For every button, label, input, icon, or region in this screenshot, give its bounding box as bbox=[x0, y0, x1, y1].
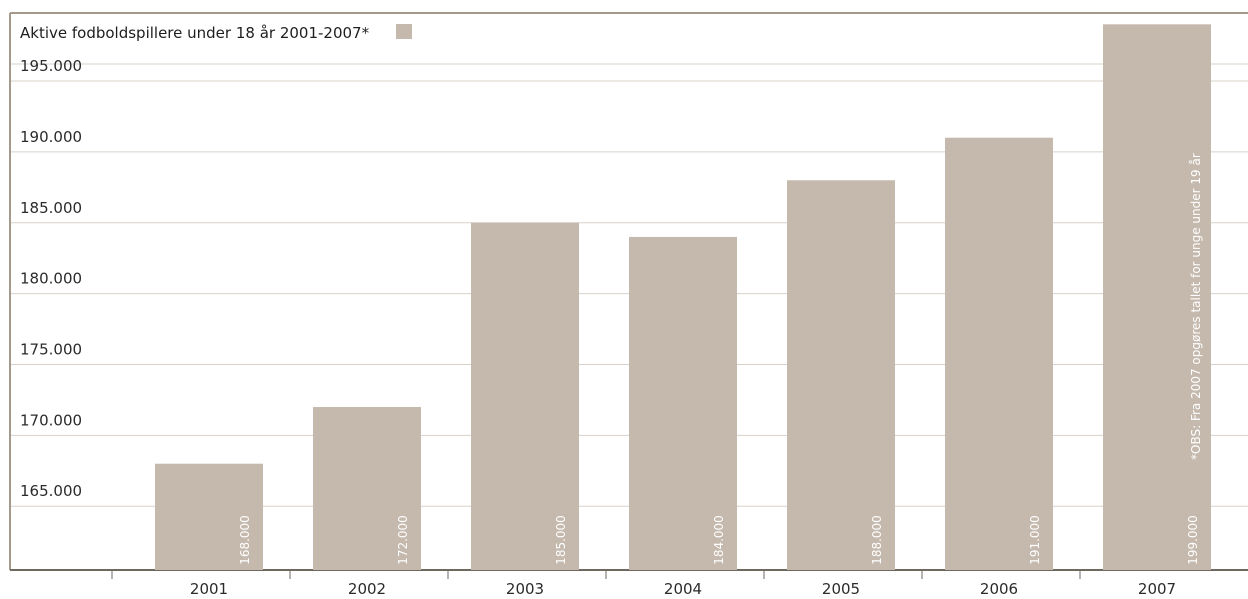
x-tick-label: 2003 bbox=[506, 580, 544, 598]
y-tick-label: 180.000 bbox=[20, 270, 82, 288]
x-tick-label: 2001 bbox=[190, 580, 228, 598]
bar-2002 bbox=[313, 407, 421, 570]
x-tick-label: 2005 bbox=[822, 580, 860, 598]
y-tick-label: 190.000 bbox=[20, 128, 82, 146]
y-tick-label: 195.000 bbox=[20, 57, 82, 75]
y-tick-label: 185.000 bbox=[20, 199, 82, 217]
bar-value-label: 184.000 bbox=[712, 515, 726, 565]
bar-2006 bbox=[945, 137, 1053, 570]
y-tick-label: 165.000 bbox=[20, 482, 82, 500]
bar-value-label: 168.000 bbox=[238, 515, 252, 565]
y-tick-label: 170.000 bbox=[20, 411, 82, 429]
bar-2004 bbox=[629, 236, 737, 570]
x-axis-tick-labels: 2001 2002 2003 2004 2005 2006 2007 bbox=[111, 570, 1176, 598]
x-tick-label: 2004 bbox=[664, 580, 702, 598]
x-tick-label: 2006 bbox=[980, 580, 1018, 598]
bar-value-label: 172.000 bbox=[396, 515, 410, 565]
chart-footnote: *OBS: Fra 2007 opgøres tallet for unge u… bbox=[1189, 153, 1203, 460]
bars: 168.000 172.000 185.000 184.000 188.000 191.0… bbox=[155, 24, 1211, 571]
bar-value-label: 191.000 bbox=[1028, 515, 1042, 565]
bar-2003 bbox=[471, 222, 579, 571]
legend-swatch bbox=[396, 24, 412, 39]
x-tick-label: 2002 bbox=[348, 580, 386, 598]
chart-title: Aktive fodboldspillere under 18 år 2001-… bbox=[20, 24, 370, 42]
bar-2007 bbox=[1103, 24, 1211, 570]
x-tick-label: 2007 bbox=[1138, 580, 1176, 598]
bar-value-label: 199.000 bbox=[1186, 515, 1200, 565]
bar-value-label: 185.000 bbox=[554, 515, 568, 565]
y-axis-tick-labels: 165.000 170.000 175.000 180.000 185.000 190.0… bbox=[20, 57, 82, 500]
y-tick-label: 175.000 bbox=[20, 340, 82, 358]
bar-2005 bbox=[787, 180, 895, 570]
bar-value-label: 188.000 bbox=[870, 515, 884, 565]
bar-2001 bbox=[155, 463, 263, 570]
